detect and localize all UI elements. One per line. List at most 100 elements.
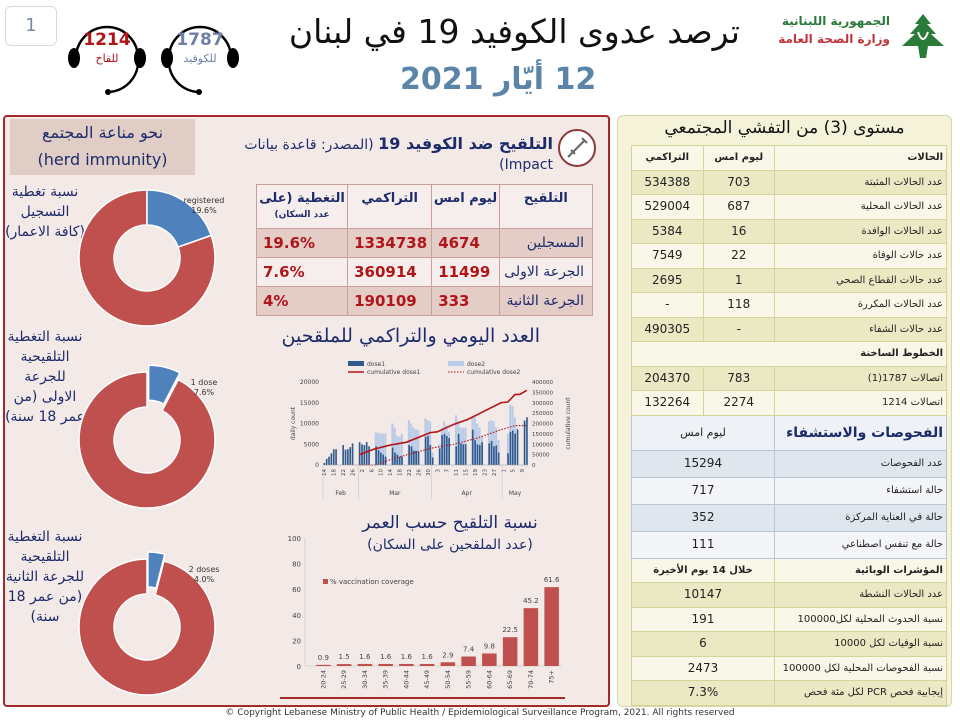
row-label: حالة مع تنفس اصطناعي: [774, 530, 947, 559]
bar-dose1: [332, 449, 335, 465]
x-tick-label: 40-44: [402, 670, 410, 689]
cumulative-value: 2695: [631, 267, 704, 293]
bar-dose1: [481, 442, 483, 465]
bar-dose1: [448, 438, 451, 465]
row-label: الجرعة الاولى: [498, 257, 594, 287]
bar-dose2: [414, 429, 418, 465]
y-tick-label: 5000: [304, 441, 319, 448]
x-tick-label: 26: [350, 469, 356, 476]
table-header: الحالات ليوم امس التراكمي: [631, 145, 947, 171]
bar-dose1: [417, 451, 420, 465]
x-tick-label: 30-34: [361, 670, 369, 689]
data-label: 0.9: [318, 654, 329, 662]
row-label: عدد حالات القطاع الصحي: [774, 267, 947, 293]
bar-dose1: [413, 450, 415, 465]
bar-dose1: [410, 446, 413, 465]
x-tick-label: 14: [322, 469, 328, 476]
x-tick-label: 20-24: [319, 670, 327, 689]
indicator-value: 2473: [631, 655, 775, 681]
table-row: المسجلين 4674 1334738 19.6%: [255, 228, 594, 258]
table-row: عدد حالات الوفاة 22 7549: [631, 243, 947, 269]
x-tick-label: 75+: [548, 670, 556, 684]
bar-dose2: [393, 427, 396, 465]
republic-name: الجمهورية اللبنانية: [781, 14, 890, 28]
y2-tick-label: 250000: [532, 411, 553, 417]
indicator-value: 191: [631, 606, 775, 632]
y-tick-label: 0: [315, 462, 319, 469]
x-tick-label: 50-54: [444, 670, 452, 689]
test-value: 15294: [631, 449, 775, 478]
y2-tick-label: 300000: [532, 401, 553, 407]
vaccination-header: التلقيح ضد الكوفيد 19 (المصدر: قاعدة بيا…: [205, 134, 553, 175]
donut-slice-value: 19.6%: [191, 206, 217, 215]
table-row: اتصالات 1787(1) 783 204370: [631, 365, 947, 391]
col-coverage-sub: عدد السكان): [274, 210, 330, 220]
bar-dose1: [344, 449, 347, 465]
table-row: اتصالات 1214 2274 132264: [631, 390, 947, 416]
bar-35-39: [378, 663, 393, 666]
bar-dose1: [375, 446, 377, 465]
donut-remaining-slice: [78, 371, 216, 509]
donut-slice-value: 4.0%: [194, 575, 215, 584]
bar-dose1: [342, 445, 344, 465]
x-tick-label: 14: [388, 469, 394, 476]
x-tick-label: 65-69: [506, 670, 514, 689]
bar-dose1: [325, 458, 328, 465]
bar-dose1: [446, 435, 448, 465]
bar-65-69: [502, 637, 518, 666]
vaccination-source: (المصدر: قاعدة بيانات Impact): [244, 137, 553, 173]
yesterday-value: 703: [702, 169, 775, 195]
data-label: 1.6: [422, 653, 434, 661]
bar-dose1: [424, 436, 427, 465]
line-cumulative-dose1: [359, 389, 528, 456]
bar-dose1: [380, 452, 382, 465]
bar-25-29: [336, 664, 352, 666]
col-yesterday: ليوم امس: [702, 145, 775, 171]
indicator-value: 7.3%: [631, 680, 775, 706]
row-label: نسبة الفحوصات المحلية لكل 100000: [774, 655, 947, 681]
row-label: حالة في العناية المركزة: [774, 503, 947, 532]
x-tick-label: 2: [360, 469, 366, 473]
copyright-footer: © Copyright Lebanese Ministry of Public …: [225, 708, 735, 718]
table-row: عدد حالات القطاع الصحي 1 2695: [631, 267, 947, 293]
data-label: 61.6: [544, 576, 560, 584]
row-label: حالة استشفاء: [774, 476, 947, 505]
bar-dose1: [516, 429, 519, 465]
bar-dose1: [361, 444, 363, 465]
cumulative-value: -: [631, 292, 704, 318]
x-tick-label: 3: [435, 469, 441, 473]
data-label: 7.4: [463, 646, 475, 654]
yesterday-value: 11499: [431, 257, 500, 287]
month-label: Apr: [462, 490, 473, 497]
data-label: 22.5: [502, 626, 518, 634]
age-chart-subtitle: (عدد الملقحين على السكان): [367, 537, 533, 553]
data-label: 2.9: [442, 651, 453, 659]
x-tick-label: 1: [501, 469, 507, 473]
bar-dose1: [328, 456, 330, 465]
x-tick-label: 55-59: [465, 670, 473, 689]
bar-dose2: [407, 420, 410, 465]
row-label: عدد الحالات النشطة: [774, 582, 947, 608]
y-tick-label: 0: [297, 663, 301, 671]
x-tick-label: 9: [520, 469, 526, 473]
y-tick-label: 20000: [300, 379, 319, 386]
yesterday-value: 333: [431, 286, 500, 316]
indicators-header: المؤشرات الوبائية: [774, 557, 947, 583]
section-header: المؤشرات الوبائية خلال 14 يوم الأخيرة: [631, 557, 947, 583]
bar-dose2: [379, 433, 382, 465]
row-label: عدد الفحوصات: [774, 449, 947, 478]
yesterday-value: 1: [702, 267, 775, 293]
bar-dose1: [460, 443, 462, 465]
donut-covered-slice: [147, 551, 166, 590]
test-value: 717: [631, 476, 775, 505]
yesterday-value: 4674: [431, 228, 500, 258]
bar-dose2: [487, 421, 491, 465]
cedar-logo-icon: [902, 14, 944, 58]
bar-dose1: [507, 453, 509, 465]
bar-dose1: [382, 454, 385, 465]
ministry-name: وزارة الصحة العامة: [778, 32, 890, 46]
legend-swatch-dose2: [448, 361, 464, 366]
col-vaccination: التلقيح: [498, 184, 594, 229]
table-row: حالة مع تنفس اصطناعي 111: [631, 530, 947, 559]
